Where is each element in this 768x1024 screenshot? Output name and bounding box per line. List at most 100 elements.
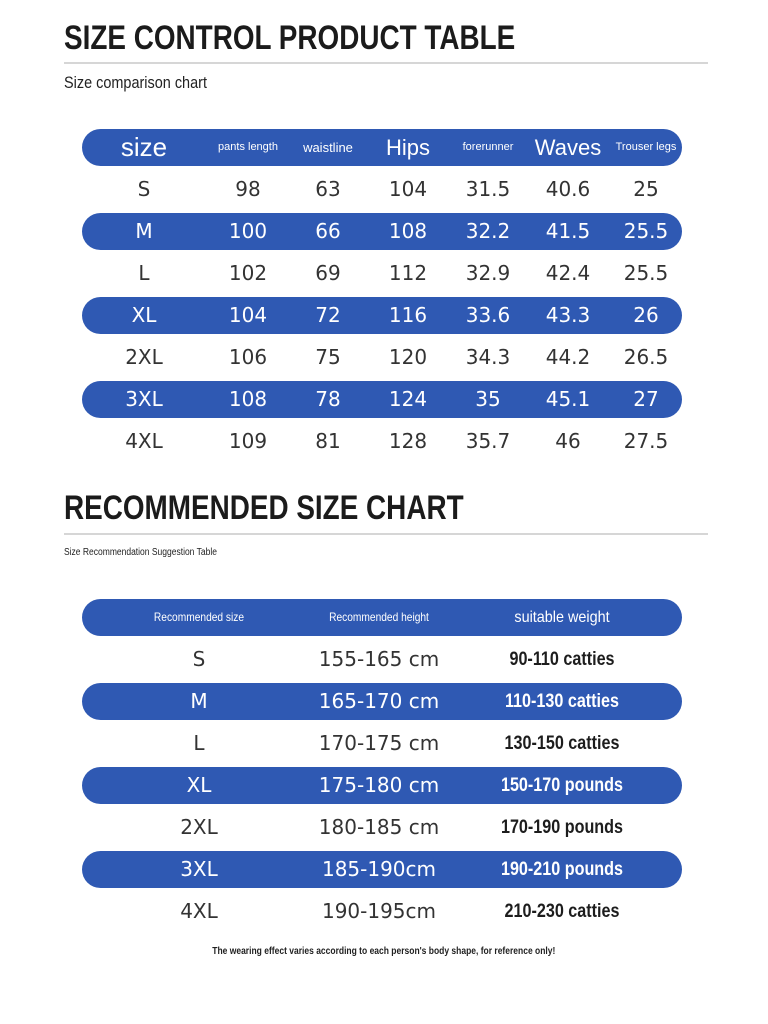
cell-waistline: 69	[315, 261, 341, 285]
cell-size: S	[137, 177, 151, 201]
cell-recommended-height: 175-180 cm	[318, 773, 440, 797]
table-row: 4XL 109 81 128 35.7 46 27.5	[82, 423, 682, 460]
cell-waistline: 66	[315, 219, 341, 243]
cell-pants-length: 102	[228, 261, 268, 285]
header-hips: Hips	[385, 135, 430, 160]
table-row: M 100 66 108 32.2 41.5 25.5	[82, 213, 682, 250]
cell-recommended-size: XL	[186, 773, 212, 797]
cell-size: 3XL	[125, 387, 163, 411]
cell-recommended-size: 2XL	[180, 815, 218, 839]
cell-trouser-legs: 27.5	[623, 429, 669, 453]
cell-trouser-legs: 25	[633, 177, 659, 201]
cell-forerunner: 33.6	[465, 303, 511, 327]
footnote: The wearing effect varies according to e…	[0, 946, 768, 957]
cell-waves: 41.5	[545, 219, 591, 243]
table-row: L 102 69 112 32.9 42.4 25.5	[82, 255, 682, 292]
cell-waistline: 63	[315, 177, 341, 201]
recommended-size-table: Recommended size Recommended height suitab…	[82, 599, 682, 929]
cell-hips: 124	[388, 387, 428, 411]
cell-suitable-weight: 170-190 pounds	[500, 817, 624, 838]
cell-recommended-height: 190-195cm	[321, 899, 437, 923]
cell-forerunner: 35	[475, 387, 501, 411]
cell-waves: 44.2	[545, 345, 591, 369]
cell-suitable-weight: 130-150 catties	[504, 733, 620, 754]
cell-hips: 120	[388, 345, 428, 369]
cell-forerunner: 31.5	[465, 177, 511, 201]
cell-size: XL	[131, 303, 157, 327]
cell-pants-length: 108	[228, 387, 268, 411]
cell-recommended-height: 170-175 cm	[318, 731, 440, 755]
cell-waves: 40.6	[545, 177, 591, 201]
cell-waistline: 81	[315, 429, 341, 453]
header-suitable-weight: suitable weight	[514, 609, 610, 626]
cell-hips: 116	[388, 303, 428, 327]
cell-hips: 104	[388, 177, 428, 201]
cell-hips: 112	[388, 261, 428, 285]
cell-waistline: 78	[315, 387, 341, 411]
cell-trouser-legs: 25.5	[623, 219, 669, 243]
header-waistline: waistline	[303, 140, 353, 155]
recommended-size-title: RECOMMENDED SIZE CHART	[64, 489, 464, 527]
cell-recommended-size: S	[192, 647, 206, 671]
cell-forerunner: 34.3	[465, 345, 511, 369]
cell-recommended-size: L	[193, 731, 205, 755]
cell-pants-length: 109	[228, 429, 268, 453]
table-row: 3XL 185-190cm 190-210 pounds	[82, 851, 682, 888]
cell-suitable-weight: 190-210 pounds	[500, 859, 624, 880]
header-forerunner: forerunner	[462, 141, 514, 153]
table-row: L 170-175 cm 130-150 catties	[82, 725, 682, 762]
table-header-row: size pants length waistline Hips forerunner W…	[82, 129, 682, 166]
table-row: S 98 63 104 31.5 40.6 25	[82, 171, 682, 208]
cell-forerunner: 32.2	[465, 219, 511, 243]
cell-recommended-size: M	[190, 689, 208, 713]
cell-suitable-weight: 210-230 catties	[504, 901, 620, 922]
cell-waves: 45.1	[545, 387, 591, 411]
cell-size: 2XL	[125, 345, 163, 369]
title-divider	[64, 62, 708, 64]
cell-forerunner: 32.9	[465, 261, 511, 285]
cell-hips: 128	[388, 429, 428, 453]
cell-size: 4XL	[125, 429, 163, 453]
size-comparison-table: size pants length waistline Hips forerunner W…	[82, 129, 682, 459]
cell-pants-length: 106	[228, 345, 268, 369]
header-trouser-legs: Trouser legs	[615, 141, 677, 153]
cell-waves: 46	[555, 429, 581, 453]
cell-suitable-weight: 110-130 catties	[504, 691, 620, 712]
cell-waves: 43.3	[545, 303, 591, 327]
footnote-text: The wearing effect varies according to e…	[212, 946, 556, 957]
cell-recommended-size: 4XL	[180, 899, 218, 923]
table-row: 3XL 108 78 124 35 45.1 27	[82, 381, 682, 418]
table-row: XL 175-180 cm 150-170 pounds	[82, 767, 682, 804]
header-waves: Waves	[534, 135, 602, 160]
cell-pants-length: 100	[228, 219, 268, 243]
cell-recommended-size: 3XL	[180, 857, 218, 881]
cell-size: M	[135, 219, 153, 243]
table-row: XL 104 72 116 33.6 43.3 26	[82, 297, 682, 334]
cell-suitable-weight: 150-170 pounds	[500, 775, 624, 796]
cell-suitable-weight: 90-110 catties	[509, 649, 615, 670]
table-row: S 155-165 cm 90-110 catties	[82, 641, 682, 678]
table-row: 2XL 180-185 cm 170-190 pounds	[82, 809, 682, 846]
cell-waistline: 72	[315, 303, 341, 327]
cell-waves: 42.4	[545, 261, 591, 285]
header-recommended-height: Recommended height	[329, 610, 429, 624]
size-control-title: SIZE CONTROL PRODUCT TABLE	[64, 19, 516, 57]
size-comparison-subtitle: Size comparison chart	[64, 73, 207, 92]
cell-trouser-legs: 26	[633, 303, 659, 327]
cell-hips: 108	[388, 219, 428, 243]
cell-recommended-height: 165-170 cm	[318, 689, 440, 713]
cell-pants-length: 98	[235, 177, 261, 201]
table-row: 4XL 190-195cm 210-230 catties	[82, 893, 682, 930]
table-header-row: Recommended size Recommended height suitab…	[82, 599, 682, 636]
header-pants-length: pants length	[218, 141, 278, 153]
cell-trouser-legs: 25.5	[623, 261, 669, 285]
recommendation-subtitle: Size Recommendation Suggestion Table	[64, 547, 217, 558]
recommended-divider	[64, 533, 708, 535]
table-row: M 165-170 cm 110-130 catties	[82, 683, 682, 720]
cell-trouser-legs: 27	[633, 387, 659, 411]
header-recommended-size: Recommended size	[153, 610, 245, 624]
cell-pants-length: 104	[228, 303, 268, 327]
header-size: size	[120, 132, 168, 162]
cell-waistline: 75	[315, 345, 341, 369]
cell-size: L	[138, 261, 150, 285]
